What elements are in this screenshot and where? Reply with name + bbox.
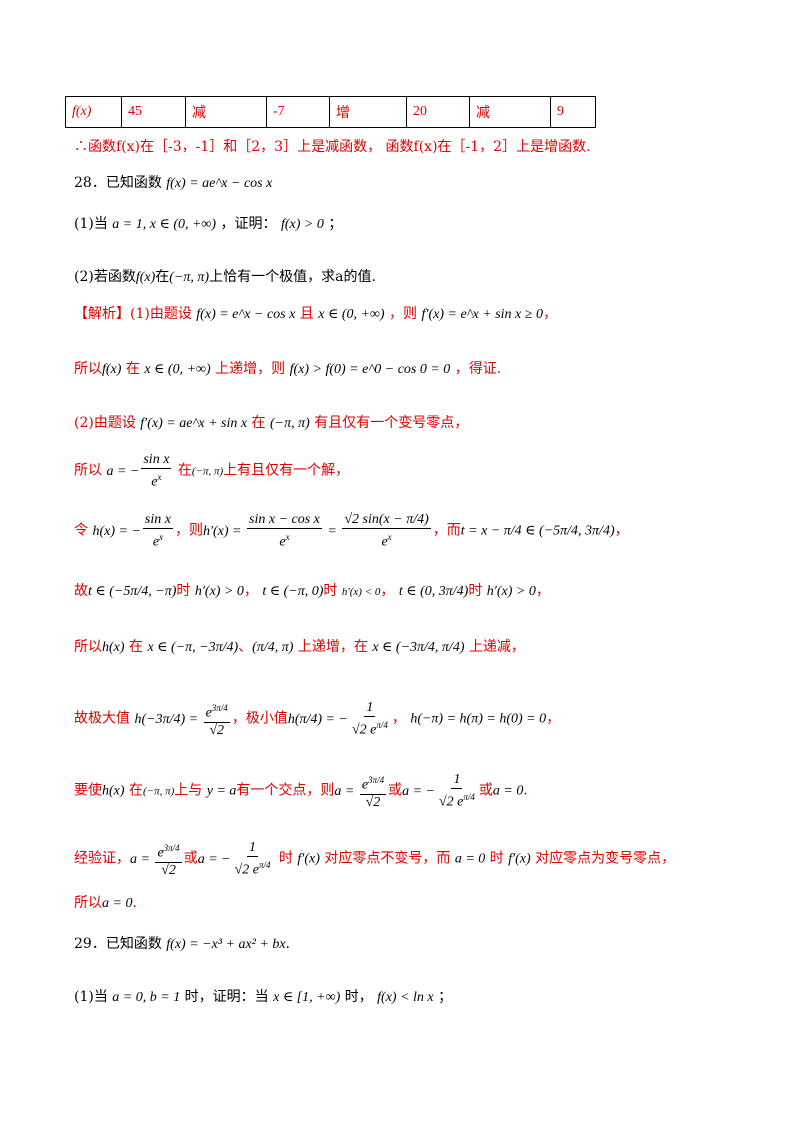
solution-line-4: 所以 a = − sin x ex 在(−π, π)上有且仅有一个解， [74,452,350,490]
formula: a = e3π/4 √2 [130,843,184,878]
formula: (−π, π) [191,465,224,478]
solution-line-1: 【解析】(1)由题设 f(x) = e^x − cos x 且 x ∈ (0, … [74,306,557,322]
formula: h(π/4) = −1 √2 eπ/4 [287,700,388,738]
formula: x ∈ (0, +∞) [144,362,211,377]
solution-line-2: 所以f(x) 在 x ∈ (0, +∞) 上递增，则 f(x) > f(0) =… [74,361,502,377]
formula: h′(x) > 0 [486,584,536,599]
formula: h(x) [102,783,125,799]
formula: (−π, π) [169,270,210,285]
problem-28-intro: 28．已知函数 f(x) = ae^x − cos x [74,175,273,191]
solution-line-6: 故t ∈ (−5π/4, −π)时 h′(x) > 0， t ∈ (−π, 0)… [74,583,550,599]
formula: a = 1, x ∈ (0, +∞) [112,217,217,232]
formula: h(−π) = h(π) = h(0) = 0 [410,711,547,727]
problem-28-q2: (2)若函数f(x)在(−π, π)上恰有一个极值，求a的值. [74,269,376,285]
table-cell: -7 [266,96,330,128]
formula: x ∈ (0, +∞) [318,307,385,322]
formula: t ∈ (−5π/4, −π) [88,584,177,599]
table-cell: 减 [469,96,551,128]
solution-line-5: 令 h(x) = − sin x ex ，则h′(x) = sin x − cos x… [74,512,629,550]
table-cell: 9 [550,96,596,128]
table-cell: 增 [329,96,407,128]
formula: f(x) [102,362,122,377]
formula: (π/4, π) [252,640,294,655]
formula: x ∈ (−3π/4, π/4) [372,640,465,655]
formula: x ∈ (−π, −3π/4) [147,640,239,655]
formula: f(x) [135,270,156,285]
formula: h(−3π/4) = e3π/4 √2 [134,703,231,738]
formula: a = 0 [102,896,133,911]
conclusion-text: ∴函数f(x)在［-3，-1］和［2，3］上是减函数， 函数f(x)在［-1，2… [74,139,591,155]
problem-28-q1: (1)当 a = 1, x ∈ (0, +∞) ，证明： f(x) > 0 ； [74,216,343,232]
formula: h(x) = − sin x ex [92,512,173,550]
formula: f′(x) [508,851,531,867]
formula: t ∈ (−π, 0) [262,584,324,599]
formula: a = 0 [454,851,486,867]
table-row: f(x) 45 减 -7 增 20 减 9 [65,96,596,128]
table-cell: 45 [121,96,186,128]
formula: (−π, π) [143,785,175,798]
formula: f(x) = −x³ + ax² + bx [166,937,286,952]
formula: a = −1 √2 eπ/4 [197,840,271,878]
formula: f′(x) = ae^x + sin x [140,416,248,431]
formula: f(x) > 0 [280,217,324,232]
formula: a = 0, b = 1 [112,990,181,1005]
solution-line-7: 所以h(x) 在 x ∈ (−π, −3π/4)、(π/4, π) 上递增，在 … [74,639,525,655]
solution-line-8: 故极大值 h(−3π/4) = e3π/4 √2 ，极小值h(π/4) = −1 √2… [74,700,561,738]
solution-line-10: 经验证，a = e3π/4 √2 或a = −1 √2 eπ/4 时 f′(x) 对应… [74,840,676,878]
formula: a = − sin x ex [106,452,172,490]
formula: f(x) = e^x − cos x [196,307,296,322]
solution-line-11: 所以a = 0. [74,895,137,911]
formula: (−π, π) [269,416,310,431]
formula: a = −1 √2 eπ/4 [402,772,475,810]
problem-29-intro: 29．已知函数 f(x) = −x³ + ax² + bx. [74,936,290,952]
formula: h′(x) = sin x − cos x ex = √2 sin(x − π/4… [202,512,431,550]
value-table: f(x) 45 减 -7 增 20 减 9 [65,96,596,128]
formula: y = a [206,783,237,799]
table-cell: 减 [185,96,267,128]
formula: a = 0 [492,783,524,799]
formula: f′(x) [297,851,320,867]
table-cell: f(x) [65,96,122,128]
formula: a = e3π/4 √2 [334,775,388,810]
solution-line-9: 要使h(x) 在(−π, π)上与 y = a有一个交点，则a = e3π/4 √… [74,772,528,810]
formula: f(x) > f(0) = e^0 − cos 0 = 0 [289,362,451,377]
table-cell: 20 [406,96,470,128]
solution-line-3: (2)由题设 f′(x) = ae^x + sin x 在 (−π, π) 有且… [74,415,469,431]
formula: t = x − π/4 ∈ (−5π/4, 3π/4) [460,523,615,539]
formula: h(x) [102,640,125,655]
formula: h′(x) > 0 [194,584,244,599]
formula: t ∈ (0, 3π/4) [398,584,469,599]
formula: x ∈ [1, +∞) [273,990,341,1005]
formula: f(x) < ln x [377,990,434,1005]
formula: f′(x) = e^x + sin x ≥ 0 [421,307,543,322]
solution-tag: 【解析】 [74,306,130,322]
problem-29-q1: (1)当 a = 0, b = 1 时，证明：当 x ∈ [1, +∞) 时， … [74,989,453,1005]
formula: f(x) = ae^x − cos x [166,176,273,191]
formula: h′(x) < 0 [341,586,381,598]
